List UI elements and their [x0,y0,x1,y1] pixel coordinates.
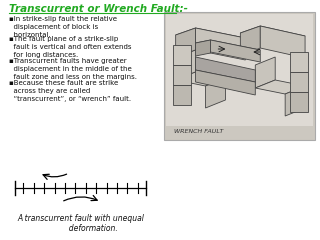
Polygon shape [240,26,305,43]
Polygon shape [290,52,308,72]
Polygon shape [173,65,191,85]
Polygon shape [196,40,211,56]
Polygon shape [290,92,308,112]
Text: Transcurrent or Wrench Fault:-: Transcurrent or Wrench Fault:- [9,4,188,14]
Polygon shape [196,28,245,60]
Polygon shape [290,72,308,92]
Text: ▪ln strike-slip fault the relative
  displacement of block is
  horizontal.: ▪ln strike-slip fault the relative displ… [9,16,117,38]
Text: ▪Because these fault are strike
  across they are called
  “transcurrent”, or “w: ▪Because these fault are strike across t… [9,80,132,102]
Polygon shape [240,26,260,56]
Text: WRENCH FAULT: WRENCH FAULT [174,129,223,134]
Polygon shape [196,57,255,82]
Polygon shape [196,40,260,53]
Polygon shape [260,26,305,58]
Text: ▪Transcurrent faults have greater
  displacement in the middle of the
  fault zo: ▪Transcurrent faults have greater displa… [9,58,137,80]
Polygon shape [211,40,260,62]
Polygon shape [176,72,225,86]
Polygon shape [176,50,196,80]
Bar [166,14,313,126]
Polygon shape [255,80,305,94]
Polygon shape [285,86,305,116]
Polygon shape [205,78,225,108]
Polygon shape [176,28,196,58]
Text: A transcurrent fault with unequal
          deformation.: A transcurrent fault with unequal deform… [18,214,145,233]
Polygon shape [255,57,275,88]
Polygon shape [173,85,191,105]
Bar [164,12,315,140]
Polygon shape [173,45,191,65]
Text: ▪The fault plane of a strike-slip
  fault is vertical and often extends
  for lo: ▪The fault plane of a strike-slip fault … [9,36,132,58]
Polygon shape [176,28,245,45]
Polygon shape [196,70,255,95]
